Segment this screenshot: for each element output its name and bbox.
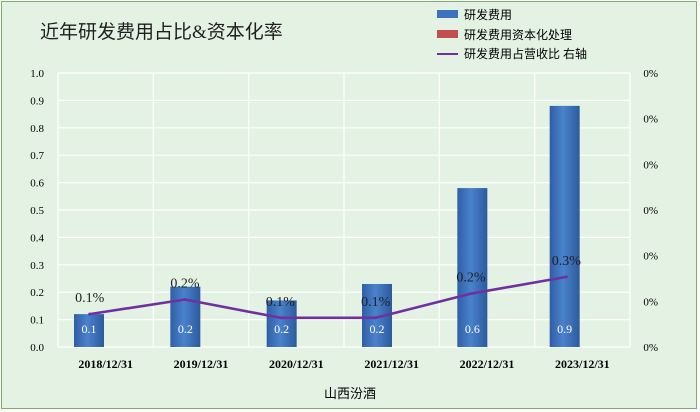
x-axis-title: 山西汾酒	[324, 386, 376, 401]
line-data-label: 0.3%	[552, 254, 582, 269]
line-data-label: 0.2%	[456, 271, 486, 286]
line-data-label: 0.1%	[75, 291, 105, 306]
y-axis-right: 0% 0% 0% 0% 0% 0% 0%	[643, 68, 658, 354]
legend-swatch-rd-capitalized	[437, 30, 458, 38]
line-point	[469, 292, 473, 296]
x-axis: 2018/12/31 2019/12/31 2020/12/31 2021/12/31…	[78, 357, 609, 371]
bar-data-label: 0.6	[465, 322, 480, 336]
line-point	[374, 316, 378, 320]
line-point	[183, 298, 187, 302]
chart-title: 近年研发费用占比&资本化率	[40, 21, 283, 43]
y-tick-label: 0.0	[30, 342, 44, 354]
bar	[170, 286, 201, 347]
legend-label-rd-expense: 研发费用	[464, 7, 512, 22]
gridlines	[57, 72, 631, 348]
legend: 研发费用 研发费用资本化处理 研发费用占营收比 右轴	[437, 7, 587, 61]
bar	[457, 188, 488, 347]
y-axis-left: 0.0 0.1 0.2 0.3 0.4 0.5 0.6 0.7 0.8 0.9 1.0	[30, 68, 44, 354]
bar-data-label: 0.2	[370, 322, 385, 336]
y-tick-label: 0.7	[30, 150, 44, 162]
y-tick-label: 1.0	[30, 68, 44, 80]
bar-data-label: 0.2	[274, 322, 289, 336]
bar	[266, 300, 297, 347]
y-tick-label: 0.6	[30, 178, 44, 190]
legend-label-rd-ratio: 研发费用占营收比 右轴	[464, 46, 587, 61]
y2-tick-label: 0%	[643, 205, 658, 217]
y-tick-label: 0.9	[30, 95, 44, 107]
y-tick-label: 0.2	[30, 287, 44, 299]
y-tick-label: 0.1	[30, 315, 44, 327]
x-tick-label: 2018/12/31	[78, 357, 133, 371]
line-data-label: 0.1%	[266, 295, 296, 310]
line-point	[278, 316, 282, 320]
line-point	[88, 312, 92, 316]
y2-tick-label: 0%	[643, 68, 658, 80]
x-tick-label: 2022/12/31	[460, 357, 515, 371]
y-tick-label: 0.5	[30, 205, 44, 217]
bar-data-label: 0.2	[178, 322, 193, 336]
y-tick-label: 0.4	[30, 232, 44, 244]
legend-swatch-rd-expense	[437, 10, 458, 18]
y2-tick-label: 0%	[643, 342, 658, 354]
line-data-label: 0.2%	[170, 277, 200, 292]
bar-data-label: 0.9	[557, 322, 572, 336]
line-point	[564, 275, 568, 279]
bar-data-label: 0.1	[82, 322, 97, 336]
x-tick-label: 2020/12/31	[269, 357, 324, 371]
y2-tick-label: 0%	[643, 251, 658, 263]
bar	[74, 314, 104, 347]
line-series: 0.1% 0.2% 0.1% 0.1% 0.2% 0.3%	[75, 254, 582, 320]
x-tick-label: 2019/12/31	[174, 357, 229, 371]
legend-label-rd-capitalized: 研发费用资本化处理	[464, 27, 572, 42]
x-tick-label: 2023/12/31	[555, 357, 610, 371]
x-tick-label: 2021/12/31	[364, 357, 419, 371]
y-tick-label: 0.8	[30, 123, 44, 135]
y2-tick-label: 0%	[643, 159, 658, 171]
y-tick-label: 0.3	[30, 260, 44, 272]
bar	[549, 105, 580, 347]
line-path	[89, 275, 567, 320]
y2-tick-label: 0%	[643, 114, 658, 126]
bar-series: 0.1 0.2 0.2 0.2 0.6 0.9	[74, 105, 580, 347]
line-data-label: 0.1%	[361, 295, 391, 310]
y2-tick-label: 0%	[643, 296, 658, 308]
